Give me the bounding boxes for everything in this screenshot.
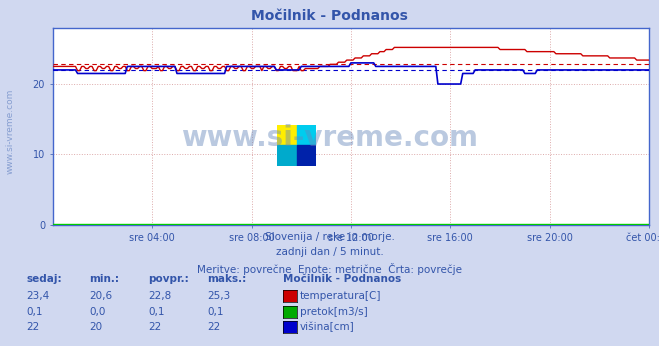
Text: Močilnik - Podnanos: Močilnik - Podnanos — [283, 274, 401, 284]
Text: Meritve: povrečne  Enote: metrične  Črta: povrečje: Meritve: povrečne Enote: metrične Črta: … — [197, 263, 462, 275]
Text: www.si-vreme.com: www.si-vreme.com — [181, 125, 478, 152]
Text: zadnji dan / 5 minut.: zadnji dan / 5 minut. — [275, 247, 384, 257]
Text: min.:: min.: — [89, 274, 119, 284]
Text: povpr.:: povpr.: — [148, 274, 189, 284]
Bar — [297, 125, 316, 145]
Text: Močilnik - Podnanos: Močilnik - Podnanos — [251, 9, 408, 22]
Text: 25,3: 25,3 — [208, 291, 231, 301]
Text: 22,8: 22,8 — [148, 291, 171, 301]
Text: 0,1: 0,1 — [26, 307, 43, 317]
Text: 0,1: 0,1 — [208, 307, 224, 317]
Bar — [277, 125, 297, 145]
Text: 20: 20 — [89, 322, 102, 333]
Bar — [297, 145, 316, 166]
Text: 0,0: 0,0 — [89, 307, 105, 317]
Bar — [277, 145, 297, 166]
Text: sedaj:: sedaj: — [26, 274, 62, 284]
Text: 22: 22 — [26, 322, 40, 333]
Text: www.si-vreme.com: www.si-vreme.com — [5, 89, 14, 174]
Text: višina[cm]: višina[cm] — [300, 322, 355, 333]
Text: maks.:: maks.: — [208, 274, 247, 284]
Text: 22: 22 — [148, 322, 161, 333]
Text: pretok[m3/s]: pretok[m3/s] — [300, 307, 368, 317]
Text: 23,4: 23,4 — [26, 291, 49, 301]
Text: 22: 22 — [208, 322, 221, 333]
Text: Slovenija / reke in morje.: Slovenija / reke in morje. — [264, 232, 395, 242]
Text: 20,6: 20,6 — [89, 291, 112, 301]
Text: temperatura[C]: temperatura[C] — [300, 291, 382, 301]
Text: 0,1: 0,1 — [148, 307, 165, 317]
